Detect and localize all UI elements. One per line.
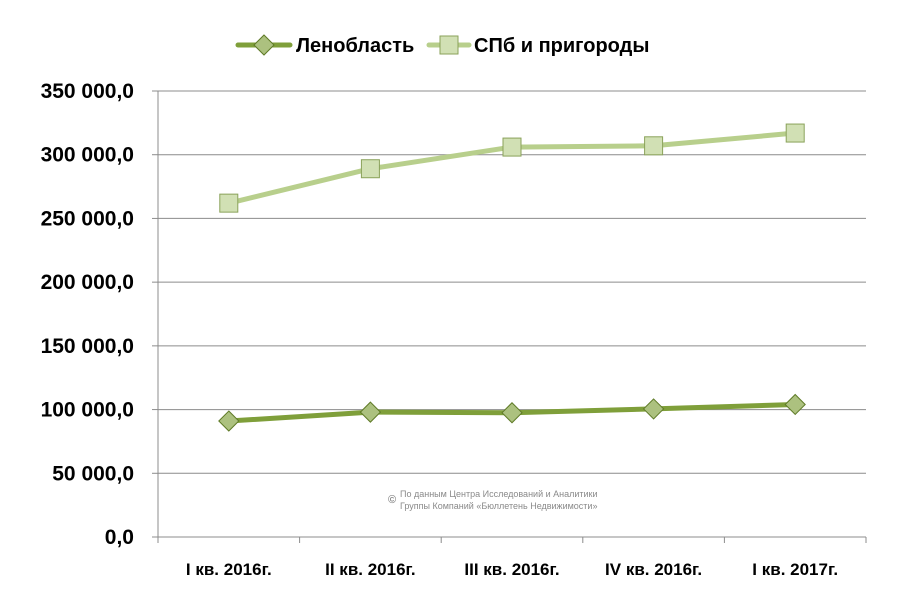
data-point [785,123,805,143]
legend-label: СПб и пригороды [474,35,649,57]
y-tick-label: 100 000,0 [41,399,134,422]
data-point [502,137,522,157]
x-tick-label: III кв. 2016г. [464,560,559,579]
data-point [642,398,665,420]
legend-label: Ленобласть [296,35,414,57]
y-tick-label: 0,0 [105,526,134,549]
data-point [219,193,239,213]
y-tick-label: 250 000,0 [41,207,134,230]
y-tick-label: 300 000,0 [41,144,134,167]
x-tick-label: I кв. 2017г. [752,560,838,579]
y-tick-label: 350 000,0 [41,80,134,103]
x-tick-label: I кв. 2016г. [186,560,272,579]
legend-swatch-marker [439,35,459,55]
y-tick-labels: 0,0 50 000,0 100 000,0 150 000,0 200 000,0 25… [41,80,134,549]
data-point [784,393,806,416]
y-tick-label: 150 000,0 [41,335,134,358]
legend-swatch-marker [253,34,275,56]
watermark-line-2: Группы Компаний «Бюллетень Недвижимости» [400,501,597,511]
x-tick-label: II кв. 2016г. [325,560,416,579]
watermark: © По данным Центра Исследований и Аналит… [388,489,598,511]
data-point [501,402,523,424]
legend-item-1: Ленобласть [235,34,414,57]
watermark-line-1: По данным Центра Исследований и Аналитик… [400,489,598,499]
data-point [360,159,380,179]
series-2 [219,123,805,213]
series-1 [218,393,806,432]
legend: Ленобласть СПб и пригороды [235,34,649,57]
data-point [644,136,664,156]
series [218,123,806,432]
x-tick-label: IV кв. 2016г. [605,560,702,579]
data-point [218,410,240,432]
y-tick-label: 50 000,0 [52,462,134,485]
y-tick-label: 200 000,0 [41,271,134,294]
copyright-symbol: © [388,494,396,506]
axes [152,90,867,543]
data-point [359,401,382,423]
legend-item-2: СПб и пригороды [426,35,649,57]
x-tick-labels: I кв. 2016г. II кв. 2016г. III кв. 2016г. I… [186,560,838,579]
